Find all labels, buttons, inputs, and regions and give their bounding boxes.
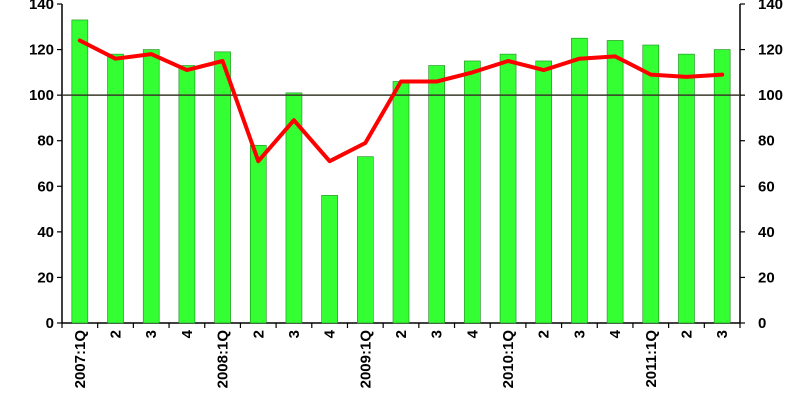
- x-tick-label-10: 3: [429, 330, 446, 338]
- right-tick-label-80: 80: [758, 133, 775, 150]
- x-tick-label-13: 2: [536, 330, 553, 338]
- bar-14: [571, 37, 588, 324]
- x-tick-label-18: 3: [714, 330, 731, 338]
- bar-5: [249, 144, 267, 324]
- right-tick-label-20: 20: [758, 269, 775, 286]
- x-tick-label-3: 4: [179, 329, 196, 338]
- bar-7: [321, 195, 338, 324]
- bar-10: [428, 65, 445, 324]
- right-tick-label-0: 0: [758, 315, 766, 332]
- left-axis: 0 20 40 60 80 100 120 140: [29, 0, 62, 332]
- bar-4: [214, 51, 231, 324]
- x-tick-label-9: 2: [393, 330, 410, 338]
- x-tick-label-7: 4: [322, 329, 339, 338]
- right-tick-label-60: 60: [758, 178, 775, 195]
- series-line: [77, 38, 725, 164]
- right-tick-label-120: 120: [758, 42, 783, 59]
- bar-9: [392, 81, 410, 324]
- bar-6: [285, 92, 303, 324]
- bar-11: [464, 60, 481, 324]
- x-tick-label-8: 2009:1Q: [357, 330, 374, 389]
- x-tick-label-15: 4: [607, 329, 624, 338]
- left-tick-label-100: 100: [29, 87, 54, 104]
- right-axis: 0 20 40 60 80 100 120 140: [740, 0, 783, 332]
- x-tick-label-12: 2010:1Q: [500, 330, 517, 389]
- x-axis: 2007:1Q 2 3 4 2008:1Q 2 3 4 2009:1Q 2 3 4 2010:1Q 2 3 4…: [61, 323, 741, 389]
- bar-0: [71, 19, 89, 324]
- x-tick-label-2: 3: [143, 330, 160, 338]
- x-tick-label-14: 3: [571, 330, 588, 338]
- x-tick-label-17: 2: [678, 330, 695, 338]
- bar-1: [107, 53, 124, 324]
- bar-13: [535, 60, 553, 324]
- right-tick-label-100: 100: [758, 87, 783, 104]
- left-tick-label-60: 60: [37, 178, 54, 195]
- left-tick-label-20: 20: [37, 269, 54, 286]
- bar-3: [178, 65, 196, 324]
- bar-12: [499, 53, 517, 324]
- x-tick-label-5: 2: [250, 330, 267, 338]
- left-tick-label-0: 0: [46, 315, 54, 332]
- bar-2: [142, 49, 160, 324]
- bar-series: [71, 19, 731, 324]
- x-tick-label-16: 2011:1Q: [643, 330, 660, 388]
- bar-17: [678, 53, 695, 324]
- x-tick-label-6: 3: [286, 330, 303, 338]
- bar-16: [642, 44, 660, 324]
- x-tick-label-1: 2: [108, 330, 125, 338]
- bar-8: [357, 156, 374, 324]
- left-tick-label-140: 140: [29, 0, 54, 13]
- left-tick-label-120: 120: [29, 42, 54, 59]
- right-tick-label-40: 40: [758, 224, 775, 241]
- left-tick-label-80: 80: [37, 133, 54, 150]
- right-tick-label-140: 140: [758, 0, 783, 13]
- bar-18: [713, 49, 731, 324]
- x-tick-label-0: 2007:1Q: [72, 330, 89, 389]
- x-tick-label-4: 2008:1Q: [215, 330, 232, 389]
- line-series: [77, 38, 725, 164]
- x-tick-label-11: 4: [464, 329, 481, 338]
- left-tick-label-40: 40: [37, 224, 54, 241]
- bar-15: [606, 40, 624, 324]
